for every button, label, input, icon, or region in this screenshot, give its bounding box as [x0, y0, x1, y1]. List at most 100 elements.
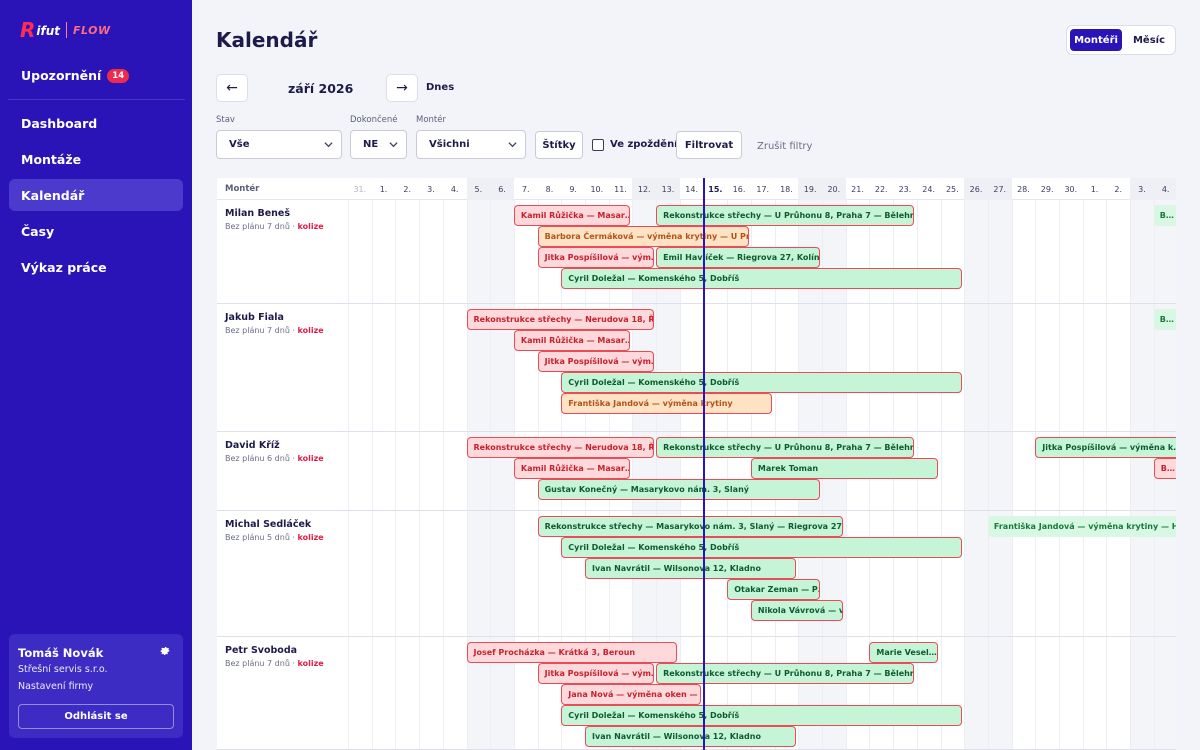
gear-icon[interactable] — [159, 645, 171, 657]
day-column — [632, 200, 657, 750]
calendar-event[interactable]: Otakar Zeman — P… — [727, 579, 820, 600]
delayed-checkbox-label: Ve zpoždění — [610, 139, 678, 150]
calendar-event[interactable]: Kamil Růžička — Masar… — [513, 205, 631, 226]
filter-monter-value: Všichni — [429, 139, 470, 150]
day-header: 2. — [1114, 184, 1123, 194]
calendar-event[interactable]: Marek Toman — [750, 458, 939, 479]
calendar-event[interactable]: Jitka Pospíšilová — vým… — [537, 663, 654, 684]
day-header: 22. — [874, 184, 888, 194]
calendar-event[interactable]: Cyril Doležal — Komenského 5, Dobříš — [561, 372, 962, 393]
calendar-event[interactable]: Nikola Vávrová — vým… — [750, 600, 844, 621]
user-name: Tomáš Novák — [18, 646, 104, 660]
day-header: 7. — [521, 184, 530, 194]
calendar-event[interactable]: Františka Jandová — výměna krytiny — [561, 393, 773, 414]
day-column — [1082, 200, 1107, 750]
filter-stav-select[interactable]: Vše — [216, 130, 342, 159]
monter-name[interactable]: Petr Svoboda — [225, 645, 298, 656]
nav-item-notifications[interactable]: Upozornění 14 — [21, 68, 130, 83]
calendar-event[interactable]: Gustav Konečný — Masarykovo nám. 3, Slan… — [537, 479, 820, 500]
day-header: 16. — [732, 184, 746, 194]
nav-item-casy[interactable]: Časy — [21, 223, 55, 239]
calendar-header: Montér 31. 1. 2. 3. 4. 5. 6. 7. 8. 9. 10. 11. 12. 13.… — [217, 178, 1176, 200]
calendar-event[interactable]: Josef Procházka — Krátká 3, Beroun — [466, 642, 678, 663]
today-button[interactable]: Dnes — [426, 82, 455, 93]
company-settings-link[interactable]: Nastavení firmy — [18, 681, 94, 692]
next-month-button[interactable]: → — [386, 74, 418, 102]
calendar-event[interactable]: Barbora Čermáková — výměna krytiny — U P… — [537, 226, 749, 247]
calendar-event[interactable]: B… — [1153, 309, 1176, 330]
view-monteri-button[interactable]: Montéři — [1070, 29, 1122, 51]
monter-name[interactable]: David Kříž — [225, 440, 280, 451]
notifications-label: Upozornění — [21, 68, 102, 83]
calendar-event[interactable]: Rekonstrukce střechy — Nerudova 18, Říč… — [466, 309, 654, 330]
conflict-flag: kolize — [297, 326, 324, 335]
filter-stav-label: Stav — [216, 115, 235, 125]
monter-row: David Kříž Bez plánu 6 dnů · kolize Rekons… — [217, 432, 1176, 511]
logout-button[interactable]: Odhlásit se — [18, 704, 174, 729]
day-header: 15. — [708, 184, 723, 194]
day-header: 1. — [379, 184, 388, 194]
filter-monter-select[interactable]: Všichni — [416, 130, 526, 159]
filter-dokoncene-select[interactable]: NE — [350, 130, 407, 159]
tags-filter-button[interactable]: Štítky — [535, 131, 583, 159]
delayed-checkbox[interactable] — [592, 139, 604, 151]
day-header: 3. — [427, 184, 435, 194]
nav-item-montaze[interactable]: Montáže — [21, 151, 82, 167]
prev-month-button[interactable]: ← — [216, 74, 248, 102]
monter-status: Bez plánu 7 dnů · kolize — [225, 326, 324, 335]
day-header: 3. — [1130, 178, 1154, 200]
day-column — [1130, 200, 1154, 750]
reset-filters-link[interactable]: Zrušit filtry — [757, 141, 813, 152]
day-column — [395, 200, 419, 750]
nav-item-vykaz-prace[interactable]: Výkaz práce — [21, 259, 107, 275]
calendar-event[interactable]: Rekonstrukce střechy — Nerudova 18, Říč… — [466, 437, 654, 458]
monter-name[interactable]: Michal Sedláček — [225, 519, 312, 530]
calendar-event[interactable]: Kamil Růžička — Masar… — [513, 330, 631, 351]
day-header: 4. — [1153, 178, 1176, 200]
calendar-event[interactable]: Marie Vesel… — [869, 642, 939, 663]
calendar-event[interactable]: Rekonstrukce střechy — U Průhonu 8, Prah… — [656, 663, 915, 684]
calendar-event[interactable]: B… — [1153, 205, 1176, 226]
calendar-event[interactable]: Jitka Pospíšilová — vým… — [537, 247, 654, 268]
filter-monter-label: Montér — [416, 115, 446, 125]
calendar-event[interactable]: Ivan Navrátil — Wilsonova 12, Kladno — [585, 558, 796, 579]
calendar-event[interactable]: Emil Havlíček — Riegrova 27, Kolín — [656, 247, 820, 268]
calendar-event[interactable]: Cyril Doležal — Komenského 5, Dobříš — [561, 537, 962, 558]
calendar-event[interactable]: Jitka Pospíšilová — vým… — [537, 351, 654, 372]
monter-name[interactable]: Milan Beneš — [225, 208, 290, 219]
calendar-event[interactable]: Rekonstrukce střechy — U Průhonu 8, Prah… — [656, 437, 915, 458]
nav-item-kalendar[interactable]: Kalendář — [9, 179, 183, 211]
monter-status: Bez plánu 7 dnů · kolize — [225, 222, 324, 231]
calendar-event[interactable]: Rekonstrukce střechy — Masarykovo nám. 3… — [537, 516, 844, 537]
calendar-event[interactable]: B… — [1153, 458, 1176, 479]
sidebar-divider — [8, 99, 185, 100]
app-logo[interactable]: R ifut FLOW — [20, 20, 111, 40]
calendar-event[interactable]: Cyril Doležal — Komenského 5, Dobříš — [561, 268, 962, 289]
monter-column-header: Montér — [225, 184, 260, 194]
calendar-event[interactable]: Ivan Navrátil — Wilsonova 12, Kladno — [585, 726, 796, 747]
calendar-event[interactable]: Rekonstrukce střechy — U Průhonu 8, Prah… — [656, 205, 915, 226]
logo-mark: R — [20, 18, 36, 42]
view-mesic-button[interactable]: Měsíc — [1132, 34, 1166, 46]
calendar-event[interactable]: Kamil Růžička — Masar… — [513, 458, 631, 479]
day-header: 9. — [569, 184, 577, 194]
calendar-event[interactable]: Cyril Doležal — Komenského 5, Dobříš — [561, 705, 962, 726]
day-column — [442, 200, 467, 750]
calendar-event[interactable]: Jana Nová — výměna oken — … — [561, 684, 702, 705]
filter-stav-value: Vše — [229, 139, 250, 150]
day-header: 27. — [987, 178, 1012, 200]
notifications-count-badge: 14 — [107, 68, 130, 83]
page-title: Kalendář — [216, 28, 318, 52]
apply-filter-button[interactable]: Filtrovat — [676, 131, 742, 159]
day-header: 8. — [545, 184, 554, 194]
view-toggle: Montéři Měsíc — [1066, 25, 1176, 55]
monter-name[interactable]: Jakub Fiala — [225, 312, 284, 323]
calendar-event[interactable]: Františka Jandová — výměna krytiny — H… — [987, 516, 1176, 537]
logo-flow: FLOW — [73, 23, 111, 37]
nav-item-dashboard[interactable]: Dashboard — [21, 115, 98, 131]
day-header: 13. — [656, 178, 680, 200]
calendar-event[interactable]: Jitka Pospíšilová — výměna k… — [1035, 437, 1176, 458]
monter-row-label: Jakub Fiala Bez plánu 7 dnů · kolize — [217, 304, 347, 431]
day-header: 28. — [1017, 184, 1030, 194]
day-header: 6. — [490, 178, 514, 200]
